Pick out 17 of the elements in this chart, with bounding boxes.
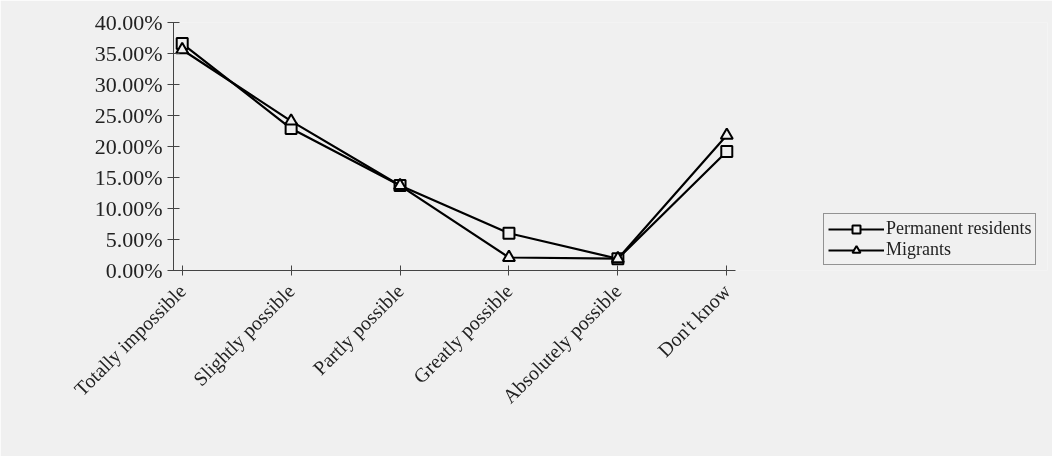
point (719, 127, 734, 140)
y-tick-label: 30.00% (94, 72, 163, 97)
y-tick-label: 40.00% (94, 10, 163, 35)
y-tick-label: 5.00% (105, 227, 163, 252)
legend-label: Permanent residents (886, 218, 1032, 239)
point (501, 249, 516, 262)
y-tick-label: 15.00% (94, 165, 163, 190)
y-tick-label: 20.00% (94, 134, 163, 159)
y-tick-label: 0.00% (105, 258, 163, 283)
legend-label: Migrants (886, 239, 951, 260)
point (720, 144, 734, 158)
point (284, 113, 299, 126)
y-tick-label: 35.00% (94, 41, 163, 66)
y-tick-label: 25.00% (94, 103, 163, 128)
point (175, 41, 190, 55)
point (502, 226, 516, 240)
y-tick-label: 10.00% (94, 196, 163, 221)
